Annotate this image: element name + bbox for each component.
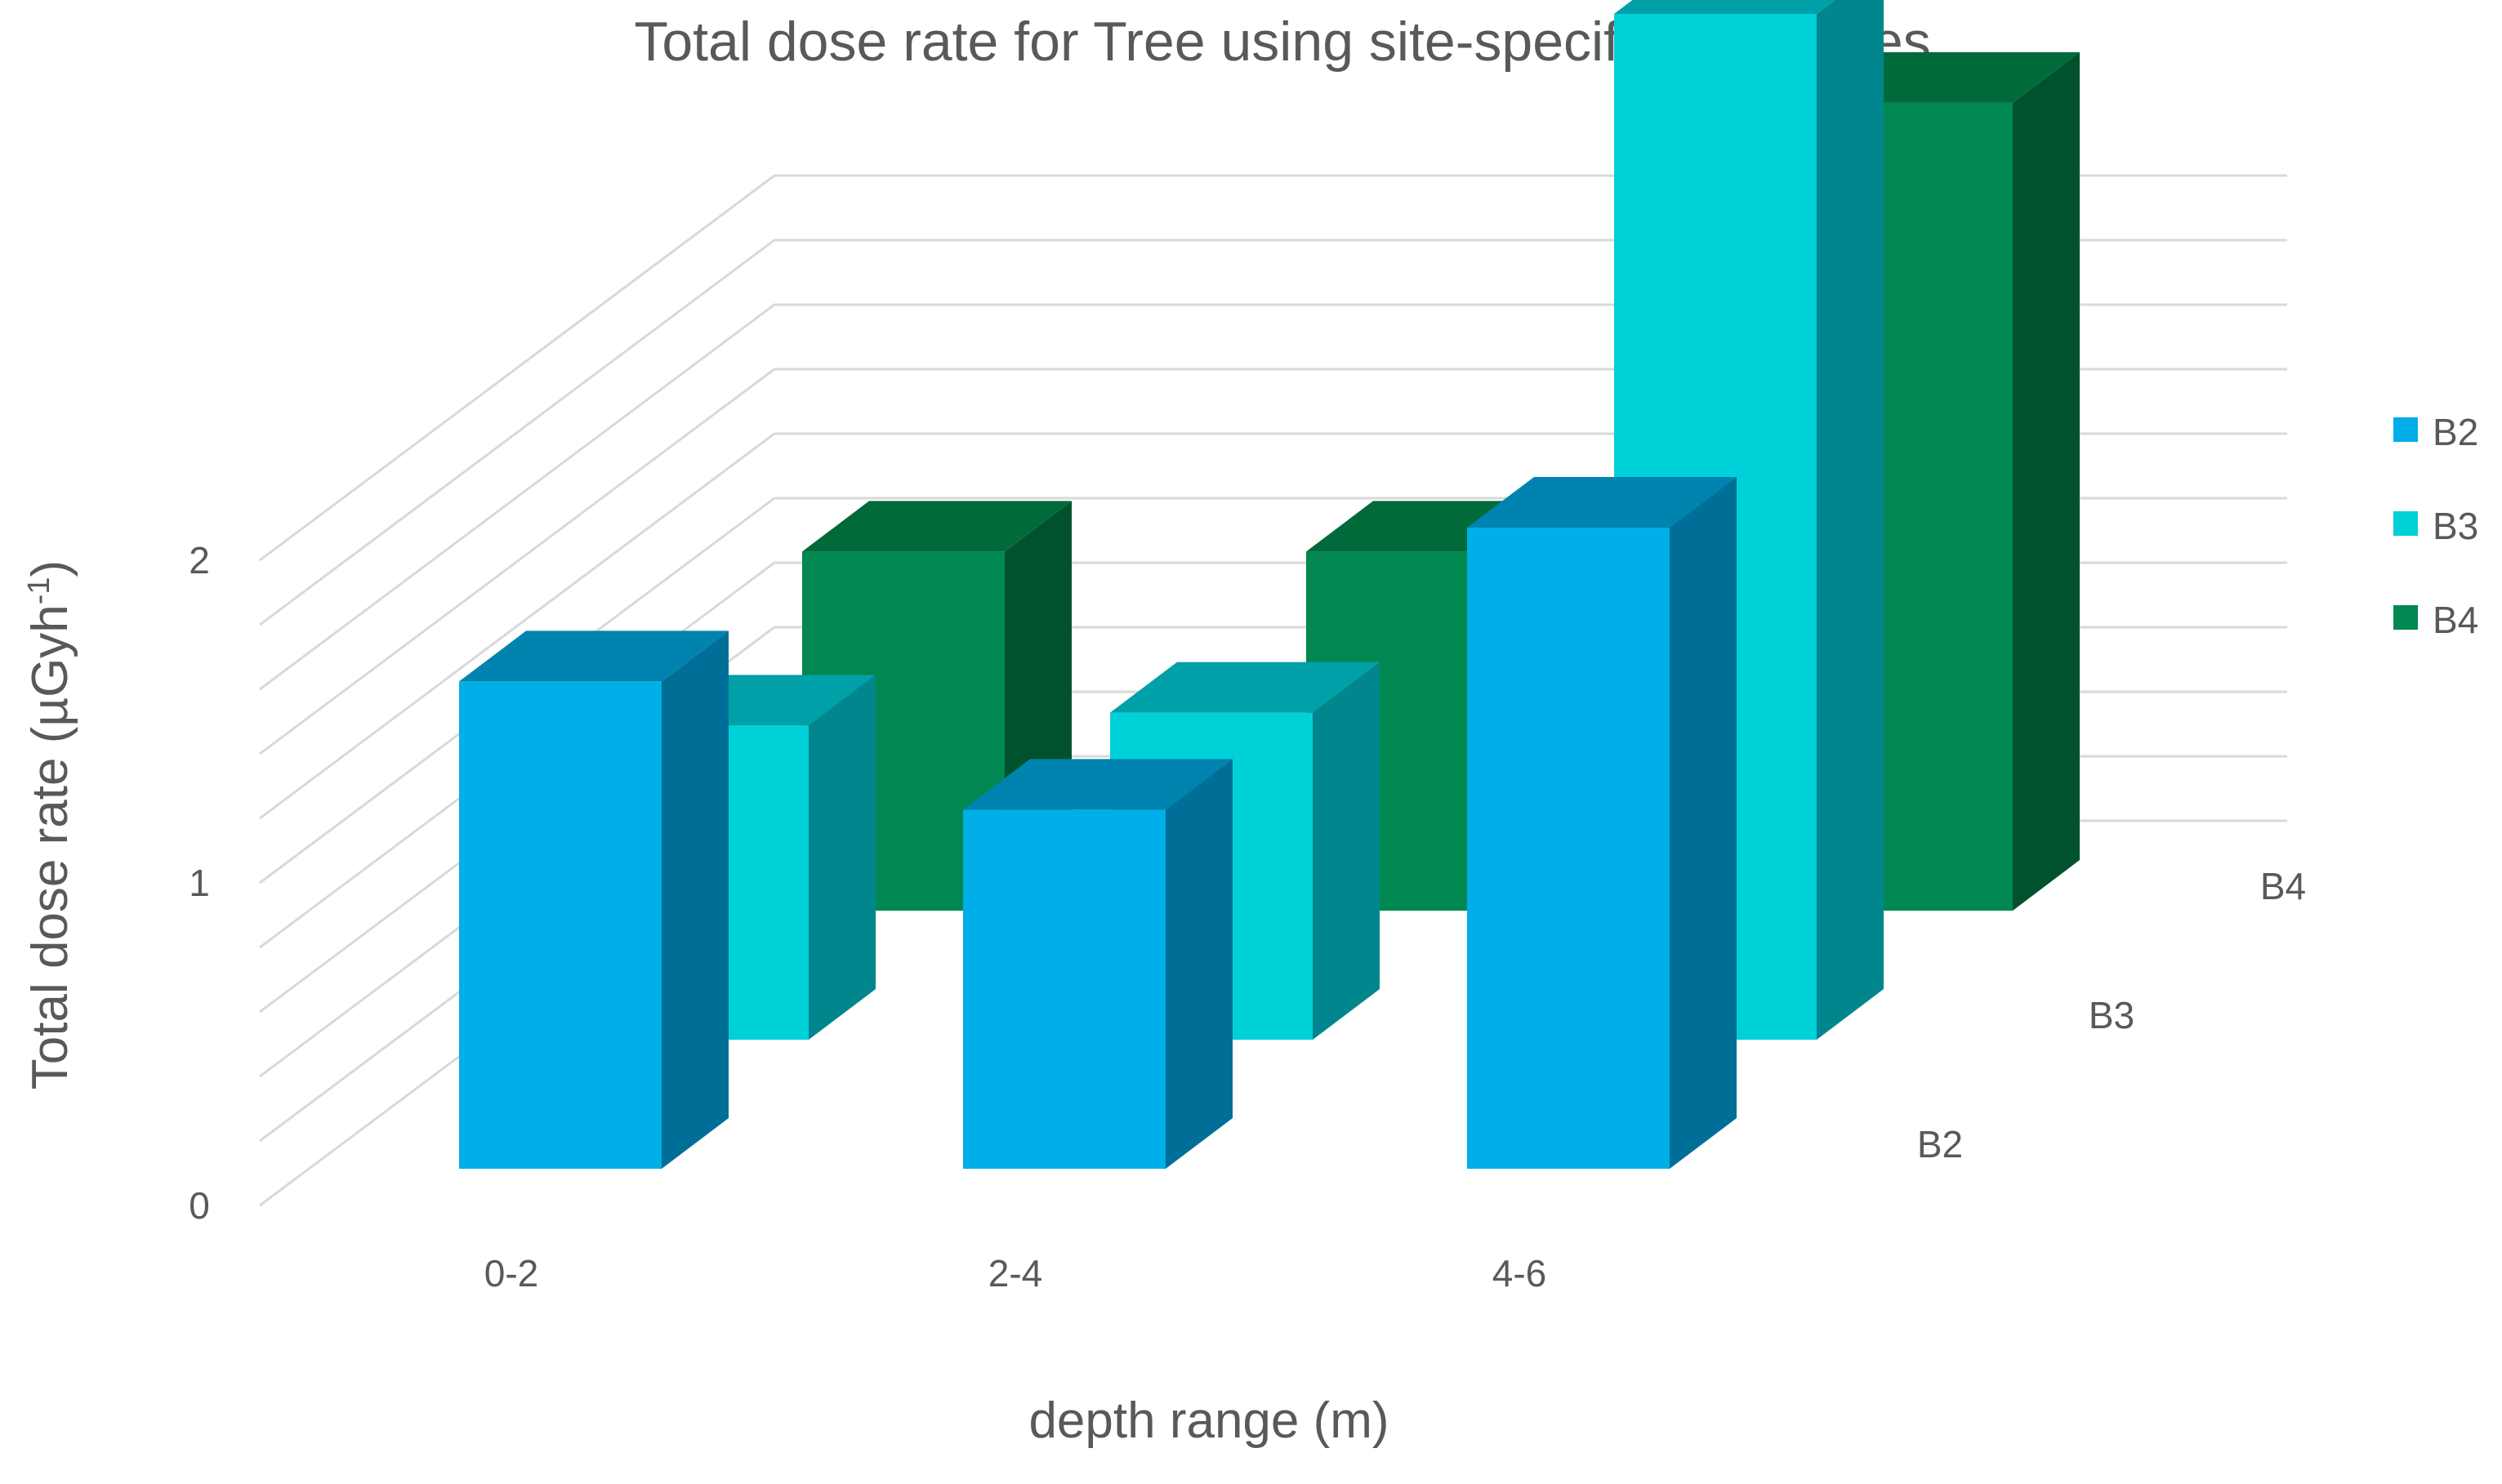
x-tick-label: 2-4 [988,1252,1042,1295]
bar-front-face [459,681,662,1169]
bar-top-face [1614,0,1835,14]
x-axis-title: depth range (m) [1028,1393,1389,1449]
legend-label: B2 [2433,411,2478,453]
legend-swatch [2393,605,2418,630]
depth-label: B2 [1917,1123,1963,1165]
legend: B2 B3 B4 [2393,411,2478,641]
depth-axis-labels: B2 B3 B4 [1917,865,2306,1165]
bar-side-face [662,631,729,1169]
bar-top-face [1467,477,1737,528]
bar-top-face [963,759,1233,810]
bar-front-face [1467,528,1670,1169]
bar-top-face [802,501,1072,552]
side-gridline [259,368,775,755]
depth-label: B3 [2089,994,2134,1036]
x-tick-label: 0-2 [484,1252,538,1295]
bar-top-face [459,631,729,682]
x-axis-ticks: 0-2 2-4 4-6 [484,1252,1546,1295]
bar-side-face [809,675,876,1040]
legend-item-b3: B3 [2393,505,2478,547]
y-axis-title: Total dose rate (µGyh-1) [22,560,78,1090]
bar-side-face [2013,51,2080,911]
y-axis-ticks: 0 1 2 [189,539,210,1227]
side-gridline [259,432,775,820]
legend-label: B4 [2433,599,2478,641]
bar-b2-0-2 [459,631,729,1169]
y-tick-label: 2 [189,539,210,582]
bar-side-face [1166,759,1233,1169]
bar-front-face [963,809,1166,1169]
x-tick-label: 4-6 [1492,1252,1546,1295]
legend-swatch [2393,511,2418,536]
bar-top-face [1110,662,1380,713]
bar-side-face [1313,662,1380,1040]
y-tick-label: 0 [189,1184,210,1227]
side-gridline [259,303,775,691]
bar-side-face [1817,0,1884,1040]
side-gridline [259,238,775,626]
y-tick-label: 1 [189,862,210,904]
legend-item-b4: B4 [2393,599,2478,641]
bar-b2-4-6 [1467,477,1737,1169]
depth-label: B4 [2260,865,2306,907]
side-gridline [259,174,775,562]
legend-swatch [2393,417,2418,442]
bar-side-face [1670,477,1737,1169]
bars [459,0,2080,1169]
legend-label: B3 [2433,505,2478,547]
bar-b2-2-4 [963,759,1233,1169]
legend-item-b2: B2 [2393,411,2478,453]
